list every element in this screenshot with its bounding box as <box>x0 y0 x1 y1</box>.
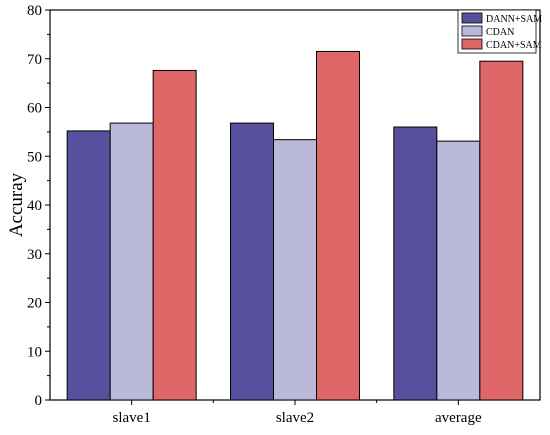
legend-label: CDAN <box>486 27 514 38</box>
bar <box>316 50 360 401</box>
x-tick-label: average <box>435 410 482 426</box>
labels: 0 10 20 30 40 50 60 70 80 Accuray slave1 slave2 aver… <box>6 3 482 426</box>
y-tick-label: 40 <box>27 198 42 214</box>
y-tick-label: 30 <box>27 247 42 263</box>
bars <box>66 50 524 401</box>
bar <box>109 122 154 401</box>
x-tick-label: slave2 <box>276 410 314 426</box>
bar <box>230 122 274 401</box>
bar <box>393 126 438 401</box>
y-tick-label: 20 <box>27 296 42 312</box>
legend-swatch <box>461 38 483 50</box>
legend-label: CDAN+SAM <box>486 40 542 51</box>
y-tick-label: 80 <box>27 3 42 19</box>
y-tick-label: 0 <box>35 393 43 409</box>
bar <box>152 69 197 401</box>
legend: DANN+SAM CDAN CDAN+SAM <box>457 9 542 54</box>
y-tick-label: 50 <box>27 149 42 165</box>
y-tick-label: 60 <box>27 101 42 117</box>
y-axis-label: Accuray <box>6 172 27 237</box>
legend-swatch <box>461 25 483 37</box>
legend-swatch <box>461 12 483 24</box>
y-tick-label: 70 <box>27 52 42 68</box>
bar <box>436 140 481 401</box>
bar <box>479 60 524 401</box>
y-tick-label: 10 <box>27 344 42 360</box>
x-tick-label: slave1 <box>113 410 151 426</box>
legend-label: DANN+SAM <box>486 14 542 25</box>
bar <box>273 139 317 401</box>
bar <box>66 130 111 401</box>
